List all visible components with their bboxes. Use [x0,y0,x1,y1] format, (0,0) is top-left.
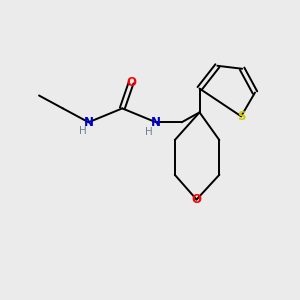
Text: H: H [145,127,153,137]
Text: H: H [79,126,86,136]
Text: S: S [237,110,245,123]
Text: O: O [126,76,136,89]
Text: N: N [151,116,161,129]
Text: N: N [84,116,94,129]
Text: O: O [192,193,202,206]
